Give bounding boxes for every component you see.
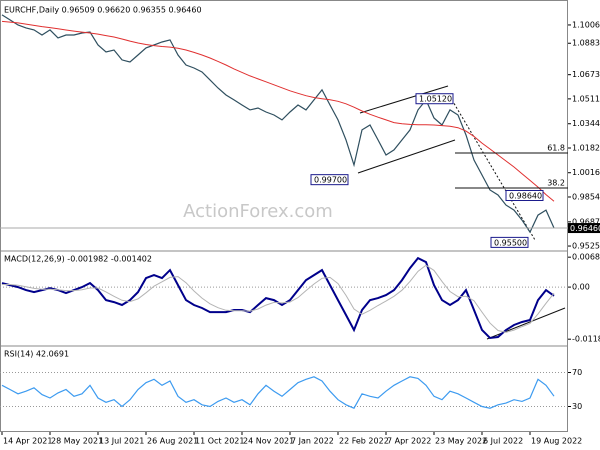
frame [0,0,568,432]
price-label-box [310,174,349,186]
x-tick-label: 22 Feb 2022 [339,437,389,446]
channel-line [357,139,456,174]
x-tick-label: 7 Apr 2022 [387,437,431,446]
panel-title: MACD(12,26,9) -0.001982 -0.001402 [4,255,152,264]
price-label-box [490,236,529,248]
x-tick-label: 7 Jan 2022 [291,437,334,446]
y-tick-label: 0.00 [572,283,590,292]
price-label: 1.05120 [419,95,452,104]
series-line [1,14,555,234]
y-tick-label: 1.06730 [572,70,600,79]
watermark: ActionForex.com [183,201,333,222]
trend-line [451,99,536,241]
y-tick-label: 0.006823 [572,253,600,262]
x-tick-label: 14 Apr 2021 [3,437,52,446]
x-tick-label: 23 May 2022 [435,437,487,446]
x-tick-label: 26 Aug 2021 [147,437,198,446]
series-line [1,256,555,340]
y-tick-label: 0.96875 [572,217,600,226]
y-tick-label: 1.03445 [572,119,600,128]
price-label-box [415,93,454,105]
price-label: 0.98640 [509,191,542,200]
y-tick-label: 0.95255 [572,242,600,251]
fib-label: 61.8 [547,144,565,153]
macd-trend-line [486,307,566,340]
x-tick-label: 19 Aug 2022 [531,437,582,446]
y-tick-label: 1.08835 [572,39,600,48]
y-tick-label: -0.011874 [572,335,600,344]
x-tick-label: 11 Oct 2021 [195,437,244,446]
series-line [2,264,555,333]
y-tick-label: 30 [572,402,582,411]
price-label: 0.99700 [314,176,347,185]
x-tick-label: 24 Nov 2021 [243,437,294,446]
x-tick-label: 28 May 2021 [51,437,103,446]
channel-line [359,85,449,114]
fib-label: 38.2 [547,179,565,188]
y-tick-label: 70 [572,368,582,377]
series-line [1,20,555,202]
price-label-box [505,189,544,201]
x-tick-label: 6 Jul 2022 [483,437,523,446]
price-label: 0.95500 [494,238,527,247]
y-tick-label: 1.00165 [572,168,600,177]
series-line [1,376,555,409]
last-price-box [568,223,600,234]
x-tick-label: 13 Jul 2021 [99,437,144,446]
y-tick-label: 1.05110 [572,94,600,103]
panel-title: RSI(14) 42.0691 [4,350,69,359]
panel-title: EURCHF,Daily 0.96509 0.96620 0.96355 0.9… [4,6,202,15]
y-tick-label: 1.10060 [572,20,600,29]
last-price-label: 0.96460 [570,224,600,233]
y-tick-label: 1.01820 [572,144,600,153]
